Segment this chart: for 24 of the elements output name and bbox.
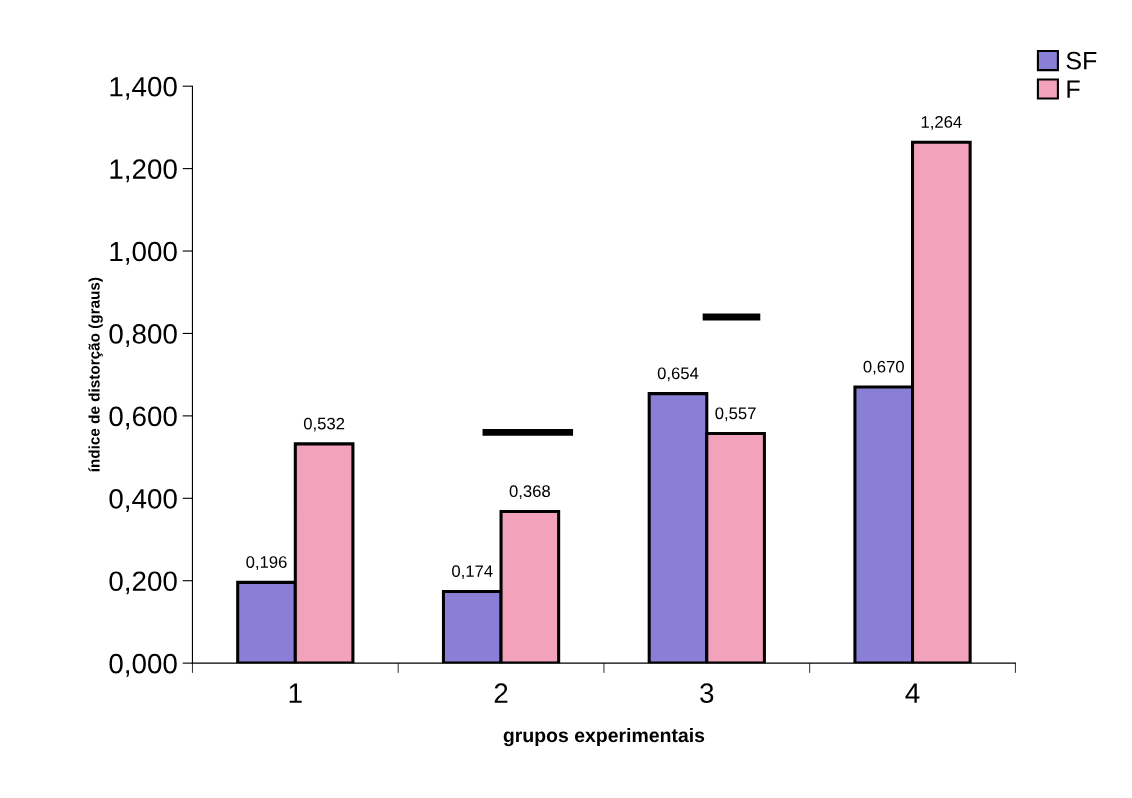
- x-tick-label: 3: [700, 683, 714, 703]
- y-tick-label: 0,200: [109, 571, 177, 595]
- data-label: 1,264: [921, 116, 962, 130]
- x-axis-title: grupos experimentais: [503, 727, 705, 747]
- x-tick-label: 2: [494, 683, 508, 703]
- data-label: 0,557: [715, 407, 756, 422]
- y-tick-label: 1,400: [110, 76, 177, 100]
- y-tick-label: 0,800: [109, 324, 177, 348]
- data-label: 0,654: [657, 367, 699, 382]
- y-axis-title: índice de distorção (graus): [88, 277, 103, 472]
- x-tick-label: 1: [289, 683, 302, 703]
- data-label: 0,196: [246, 556, 287, 570]
- data-label: 0,368: [509, 485, 550, 500]
- legend-label: SF: [1066, 51, 1097, 70]
- data-label: 0,532: [303, 417, 345, 432]
- x-tick-label: 4: [905, 683, 920, 703]
- y-tick-label: 1,000: [110, 241, 177, 265]
- y-tick-label: 0,600: [109, 406, 177, 430]
- legend-label: F: [1067, 80, 1080, 98]
- y-tick-label: 0,400: [109, 488, 177, 512]
- y-tick-label: 1,200: [110, 159, 177, 183]
- data-label: 0,174: [452, 565, 493, 579]
- y-tick-label: 0,000: [109, 653, 177, 677]
- data-label: 0,670: [863, 360, 904, 375]
